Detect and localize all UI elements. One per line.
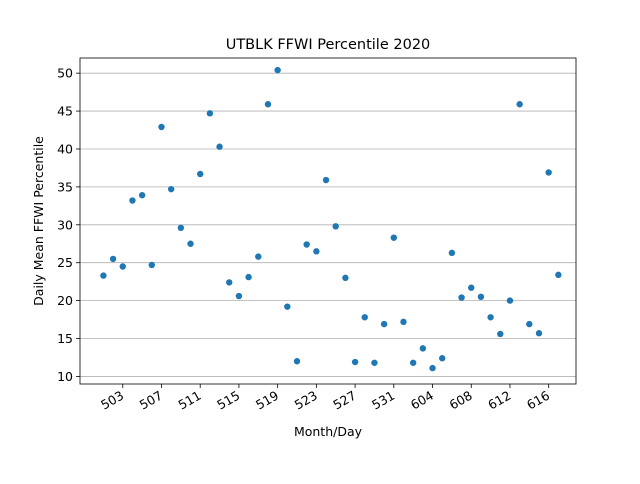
- data-point: [284, 303, 291, 310]
- data-point: [109, 255, 117, 263]
- data-point: [535, 330, 543, 337]
- y-tick-label: 15: [57, 331, 73, 346]
- chart-title: UTBLK FFWI Percentile 2020: [226, 37, 431, 53]
- y-axis: 10 15 20 25 30 35 40 45 50: [57, 66, 80, 384]
- data-point: [555, 271, 562, 279]
- data-points: [100, 66, 562, 372]
- data-point: [313, 248, 320, 255]
- x-axis-label: Month/Day: [294, 424, 363, 439]
- data-point: [468, 284, 475, 291]
- data-point: [409, 359, 417, 366]
- data-point: [439, 355, 446, 362]
- y-axis-label: Daily Mean FFWI Percentile: [31, 136, 46, 306]
- data-point: [138, 192, 146, 199]
- data-point: [158, 123, 165, 131]
- data-point: [545, 169, 552, 176]
- data-point: [419, 345, 427, 352]
- data-point: [100, 272, 107, 279]
- data-point: [177, 224, 185, 232]
- data-point: [332, 223, 339, 230]
- data-point: [187, 240, 194, 247]
- data-point: [516, 101, 523, 108]
- y-tick-label: 30: [57, 217, 73, 232]
- data-point: [322, 176, 330, 184]
- y-tick-label: 40: [57, 141, 73, 156]
- data-point: [497, 330, 504, 338]
- y-tick-label: 45: [57, 104, 73, 119]
- data-point: [400, 318, 407, 326]
- y-tick-label: 10: [57, 369, 73, 384]
- y-tick-label: 50: [57, 66, 73, 81]
- data-point: [477, 293, 485, 301]
- data-point: [448, 249, 456, 257]
- data-point: [293, 358, 301, 365]
- data-point: [429, 364, 436, 372]
- data-point: [197, 170, 204, 178]
- data-point: [487, 314, 494, 321]
- data-point: [390, 234, 397, 241]
- data-point: [255, 253, 262, 260]
- data-point: [274, 66, 281, 74]
- data-point: [351, 358, 359, 366]
- data-point: [167, 185, 175, 193]
- data-point: [235, 292, 243, 300]
- y-tick-label: 25: [57, 255, 73, 270]
- data-point: [148, 261, 155, 269]
- data-point: [129, 197, 136, 204]
- data-point: [458, 294, 465, 301]
- data-point: [206, 110, 214, 117]
- data-point: [506, 297, 514, 304]
- data-point: [361, 314, 368, 321]
- data-point: [216, 143, 223, 150]
- data-point: [371, 359, 378, 366]
- data-point: [226, 279, 233, 286]
- data-point: [119, 263, 126, 270]
- data-point: [342, 274, 349, 282]
- data-point: [264, 101, 272, 108]
- y-tick-label: 35: [57, 179, 73, 194]
- y-tick-label: 20: [57, 293, 73, 308]
- plot-frame: [79, 57, 577, 385]
- grid: [80, 72, 576, 377]
- data-point: [380, 320, 388, 328]
- data-point: [245, 273, 252, 281]
- data-point: [526, 320, 533, 328]
- data-point: [303, 241, 310, 248]
